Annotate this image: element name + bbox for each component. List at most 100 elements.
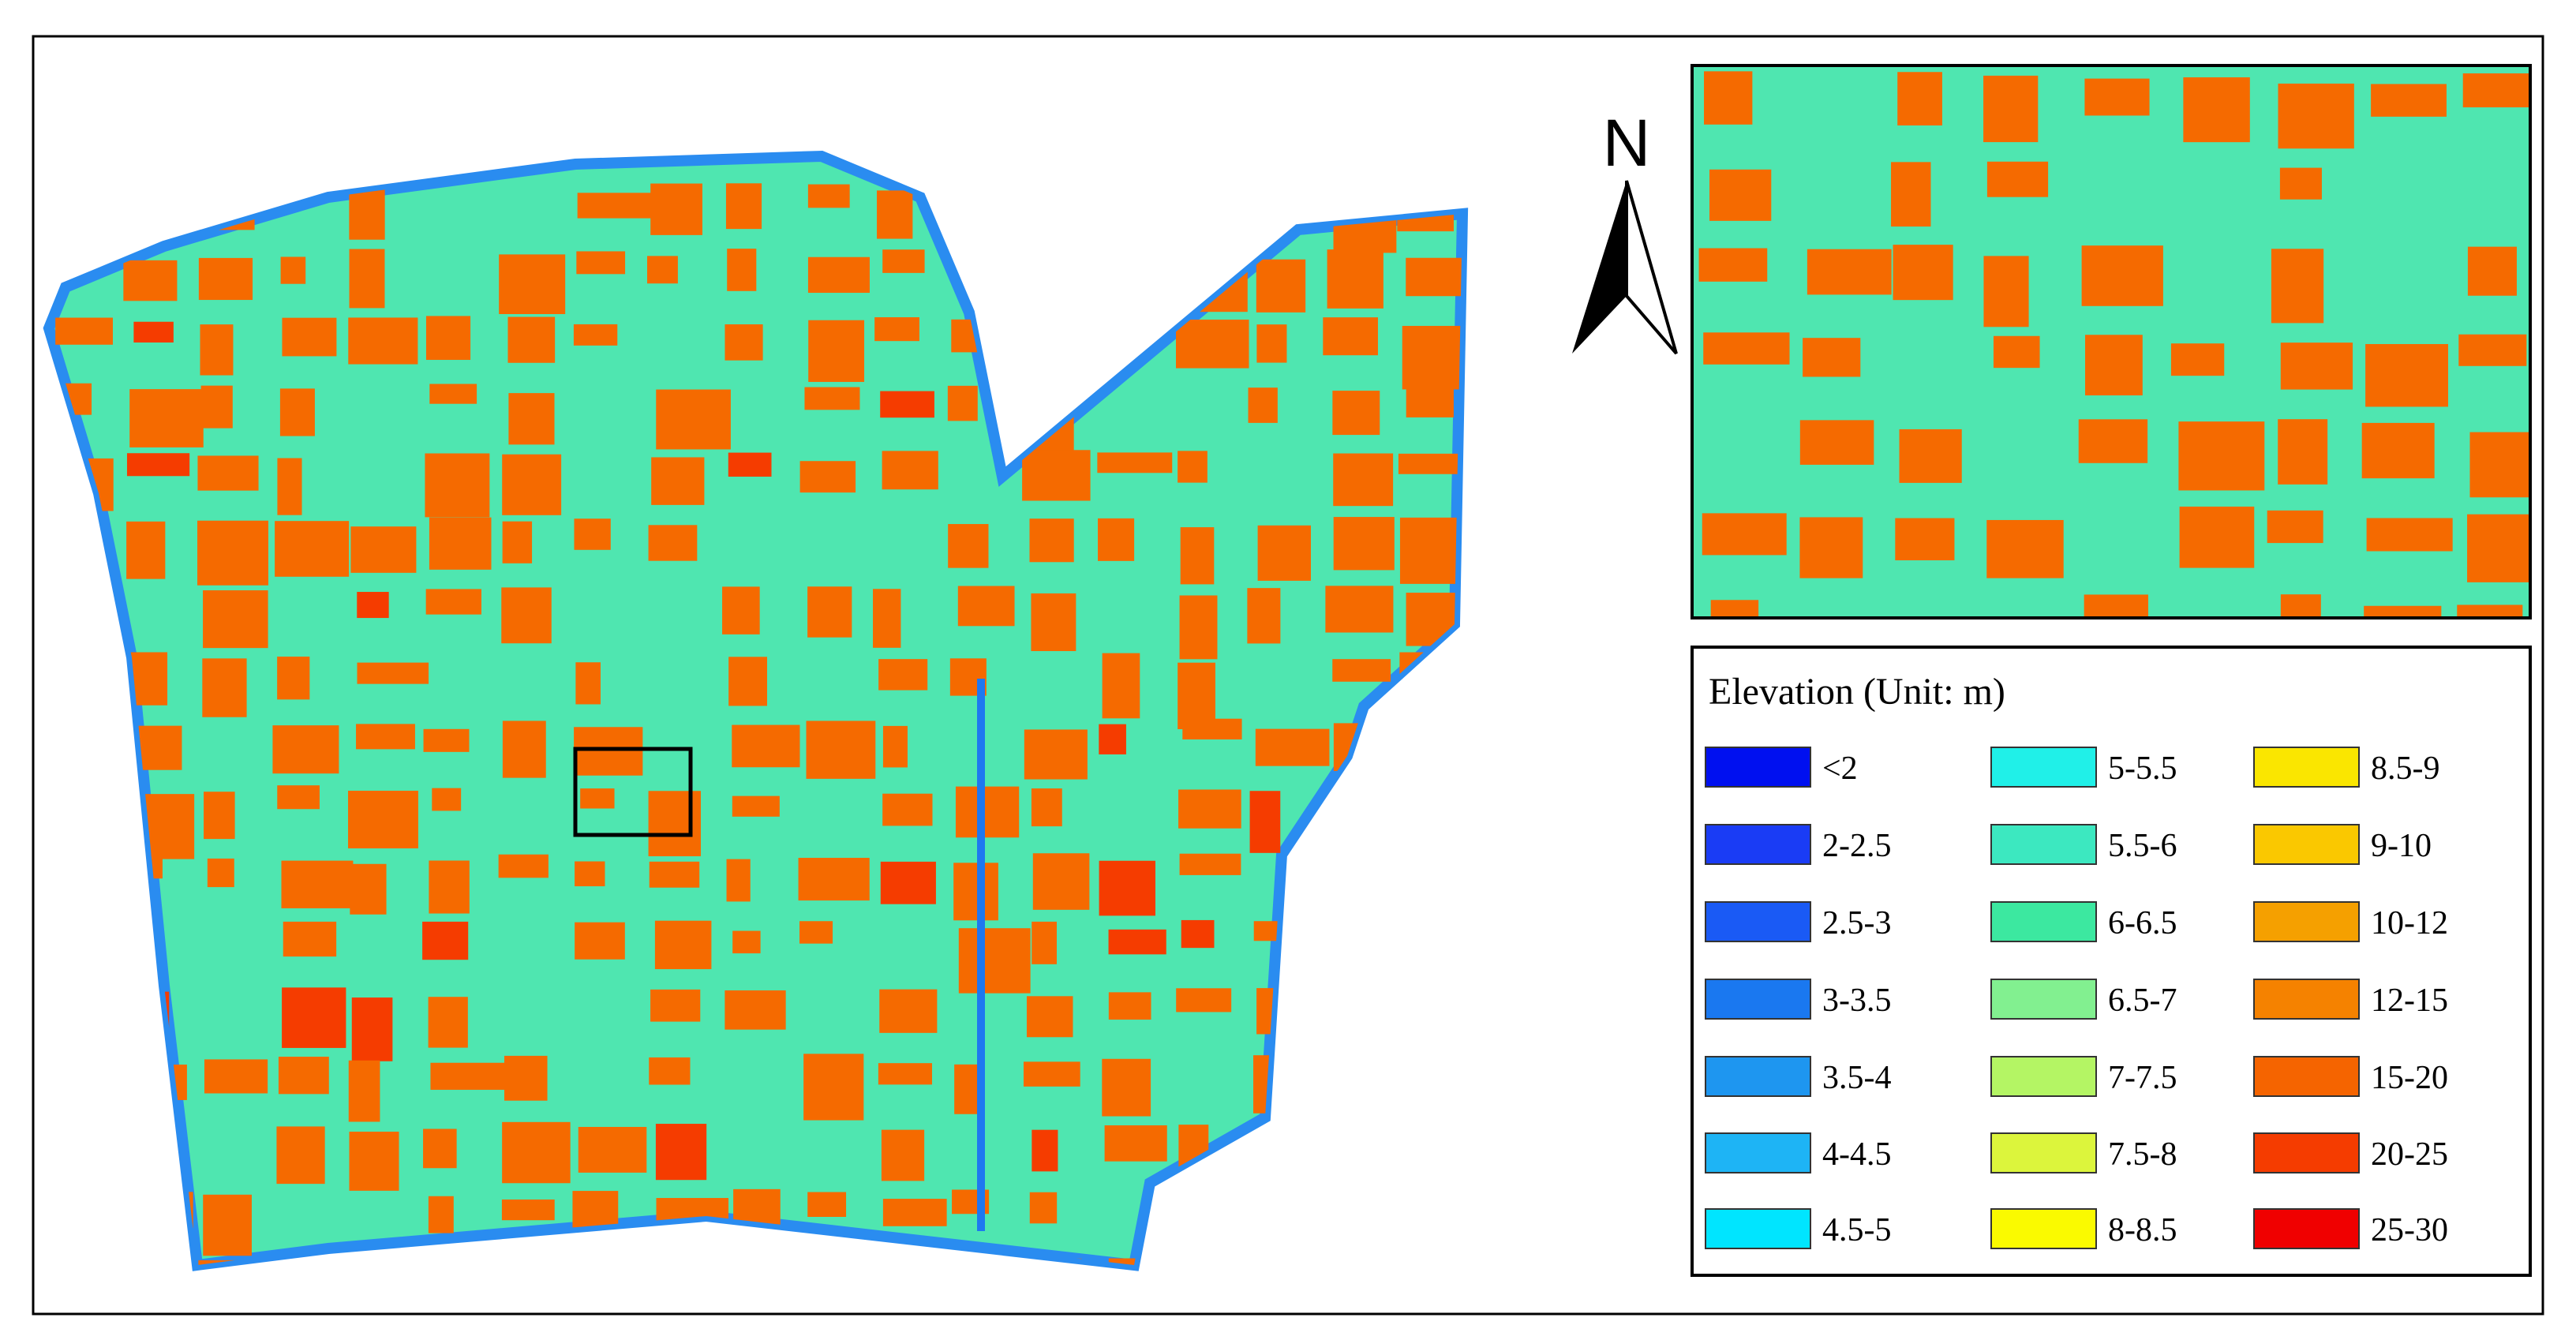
building bbox=[1097, 452, 1173, 473]
inset-locator bbox=[573, 747, 693, 837]
building bbox=[203, 590, 268, 649]
inset-building bbox=[2278, 419, 2328, 485]
legend-label: 25-30 bbox=[2371, 1212, 2448, 1248]
building bbox=[648, 525, 698, 561]
building bbox=[582, 1259, 632, 1265]
inset-building bbox=[2178, 421, 2265, 491]
inset-building bbox=[1897, 72, 1942, 125]
building bbox=[1332, 391, 1380, 436]
building bbox=[283, 921, 337, 957]
inset-building bbox=[2084, 78, 2150, 116]
building bbox=[1406, 257, 1462, 297]
inset-building bbox=[1899, 429, 1962, 483]
building bbox=[126, 453, 190, 477]
building bbox=[499, 1262, 543, 1265]
building bbox=[1249, 791, 1281, 853]
building bbox=[1026, 1258, 1082, 1265]
building bbox=[1248, 1198, 1298, 1256]
building bbox=[429, 860, 470, 914]
building bbox=[1104, 1125, 1167, 1162]
building bbox=[198, 257, 253, 301]
legend-label: 5-5.5 bbox=[2108, 750, 2177, 787]
inset-building bbox=[1891, 162, 1931, 227]
building bbox=[880, 861, 936, 904]
building bbox=[507, 316, 556, 363]
inset-building bbox=[2467, 514, 2530, 582]
building bbox=[1181, 919, 1215, 949]
building bbox=[126, 521, 166, 579]
legend-swatch bbox=[1705, 824, 1811, 865]
legend-label: <2 bbox=[1822, 750, 1858, 787]
building bbox=[1178, 789, 1241, 829]
inset-building bbox=[2467, 246, 2517, 296]
building bbox=[1473, 519, 1530, 582]
building bbox=[650, 183, 702, 235]
building bbox=[1180, 527, 1215, 585]
building bbox=[1477, 1196, 1551, 1255]
building bbox=[722, 586, 760, 634]
building bbox=[1322, 1127, 1354, 1176]
building bbox=[1029, 518, 1074, 563]
building bbox=[49, 926, 78, 961]
building bbox=[502, 1121, 571, 1184]
building bbox=[51, 1056, 106, 1083]
building bbox=[1406, 385, 1454, 417]
building bbox=[1402, 923, 1444, 957]
legend-label: 5.5-6 bbox=[2108, 828, 2177, 864]
legend-swatch bbox=[2253, 901, 2360, 942]
building bbox=[728, 452, 772, 477]
building bbox=[574, 727, 643, 776]
building bbox=[499, 254, 566, 315]
legend-label: 4-4.5 bbox=[1822, 1136, 1892, 1173]
inset-building bbox=[2462, 73, 2530, 108]
building bbox=[1477, 988, 1525, 1025]
north-arrow bbox=[1572, 181, 1627, 354]
building bbox=[951, 319, 1024, 353]
building bbox=[1175, 1264, 1221, 1265]
building bbox=[1474, 728, 1503, 748]
building bbox=[51, 854, 90, 875]
building bbox=[882, 793, 933, 826]
building bbox=[726, 859, 751, 902]
building bbox=[798, 858, 870, 901]
building bbox=[573, 324, 618, 346]
building bbox=[508, 393, 555, 445]
legend-label: 9-10 bbox=[2371, 828, 2432, 864]
building bbox=[1102, 1058, 1151, 1117]
building bbox=[282, 317, 337, 357]
building bbox=[197, 455, 259, 491]
legend-label: 7.5-8 bbox=[2108, 1136, 2177, 1173]
building bbox=[1327, 249, 1383, 309]
building bbox=[728, 657, 768, 706]
building bbox=[575, 662, 601, 705]
building bbox=[879, 989, 938, 1033]
inset-building bbox=[2371, 84, 2447, 117]
frame bbox=[32, 35, 2544, 1316]
building bbox=[648, 791, 702, 857]
building bbox=[1397, 185, 1454, 232]
building bbox=[51, 998, 108, 1050]
legend-swatch bbox=[1705, 1132, 1811, 1173]
building bbox=[356, 724, 415, 750]
building bbox=[1026, 996, 1073, 1038]
building bbox=[348, 1060, 380, 1122]
building bbox=[200, 324, 234, 376]
building bbox=[1177, 260, 1248, 313]
inset-building bbox=[1895, 518, 1955, 560]
building bbox=[958, 928, 1031, 994]
inset-building bbox=[2271, 249, 2324, 324]
building bbox=[350, 526, 417, 573]
legend-swatch bbox=[1990, 747, 2097, 788]
building bbox=[49, 1192, 103, 1256]
building bbox=[948, 524, 989, 568]
building bbox=[349, 249, 385, 309]
building bbox=[882, 725, 908, 768]
building bbox=[1481, 1256, 1514, 1316]
building bbox=[207, 858, 234, 888]
building bbox=[422, 921, 469, 960]
inset-building bbox=[1799, 517, 1863, 578]
building bbox=[1182, 1195, 1255, 1215]
inset-building bbox=[2278, 83, 2354, 149]
inset-buildings bbox=[1698, 71, 2530, 618]
building bbox=[1182, 718, 1242, 739]
